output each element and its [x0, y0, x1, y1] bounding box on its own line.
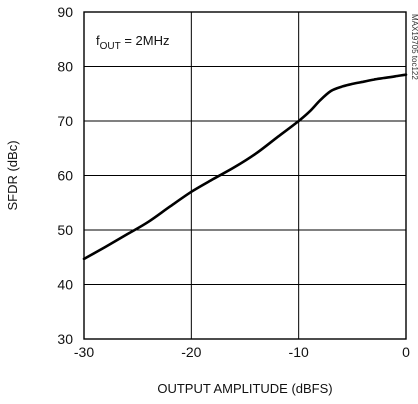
x-tick-label: -30: [74, 344, 94, 360]
x-tick-label: -20: [181, 344, 201, 360]
y-tick-label: 60: [57, 168, 73, 184]
annotation-suffix: = 2MHz: [121, 33, 170, 48]
y-tick-label: 90: [57, 4, 73, 20]
figure-id-label: MAX19705 toc122: [410, 14, 418, 80]
series-layer: [82, 73, 408, 261]
annotation-prefix: f: [96, 33, 100, 48]
y-tick-label: 30: [57, 331, 73, 347]
y-tick-label: 50: [57, 222, 73, 238]
x-tick-labels: -30 -20 -10 0: [74, 344, 410, 360]
grid-lines: [84, 12, 406, 339]
frequency-annotation: fOUT = 2MHz: [96, 33, 170, 52]
annotation-subscript: OUT: [100, 41, 121, 52]
sfdr-series-line: [82, 73, 408, 261]
plot-frame: [83, 11, 407, 340]
y-tick-labels: 30 40 50 60 70 80 90: [57, 4, 73, 347]
y-tick-label: 40: [57, 277, 73, 293]
y-tick-label: 80: [57, 59, 73, 75]
x-tick-label: -10: [289, 344, 309, 360]
y-axis-title: SFDR (dBc): [5, 140, 20, 210]
x-tick-label: 0: [402, 344, 410, 360]
x-axis-title: OUTPUT AMPLITUDE (dBFS): [157, 381, 332, 396]
y-tick-label: 70: [57, 113, 73, 129]
